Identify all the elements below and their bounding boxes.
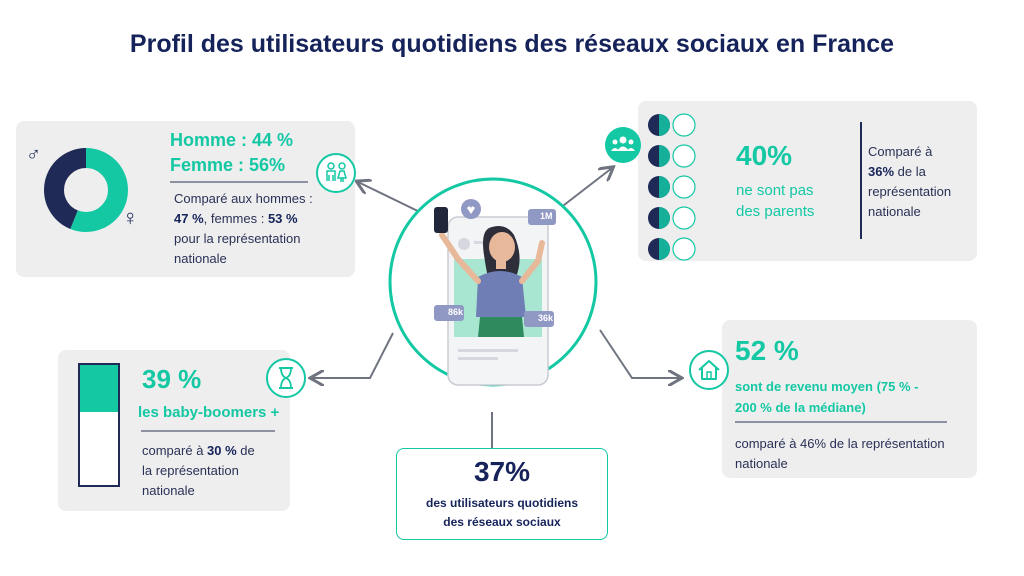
parent-dot-empty [672,144,696,168]
couple-icon [316,153,356,193]
parent-dot-accent [659,207,670,229]
boomers-bar [78,363,120,487]
boomers-divider [141,430,275,432]
parent-dot-accent [659,114,670,136]
gender-card [16,121,355,277]
boomers-percent: 39 % [142,364,202,394]
shares-badge-label: 36k [538,313,554,323]
income-comparison: comparé à 46% de la représentation natio… [735,436,945,471]
center-label: des utilisateurs quotidiens des réseaux … [425,496,579,529]
gender-women-stat: Femme : 56% [170,155,286,175]
gender-donut-chart [44,148,128,232]
center-percent: 37% [473,456,531,487]
parent-dot-accent [659,176,670,198]
boomers-label: les baby-boomers + [138,404,280,421]
parent-dot-empty [672,237,696,261]
parent-dot-accent [659,238,670,260]
income-divider [735,421,947,423]
income-label: sont de revenu moyen (75 % - 200 % de la… [735,379,919,415]
group-icon [605,127,641,163]
income-percent: 52 % [735,335,799,366]
parents-comparison: Comparé à 36% de la représentation natio… [868,144,952,219]
comments-badge-label: 86k [448,307,464,317]
center-stat-box [396,448,608,540]
house-icon [689,350,729,390]
gender-comparison: Comparé aux hommes : 47 %, femmes : 53 %… [174,191,313,266]
page-title: Profil des utilisateurs quotidiens des r… [129,30,895,58]
parents-percent: 40% [736,140,793,171]
parents-dot-grid [648,113,696,261]
male-icon: ♂ [26,144,41,166]
parents-divider [860,122,862,239]
parent-dot-empty [672,175,696,199]
boomers-bar-fill [80,365,118,412]
female-icon: ♀ [122,205,139,230]
center-illustration [388,177,598,387]
gender-divider [170,181,308,183]
parent-dot-empty [672,113,696,137]
boomers-comparison: comparé à 30 % de la représentation nati… [142,443,255,498]
donut-slice-men [44,148,128,232]
parent-dot-empty [672,206,696,230]
likes-badge-label: 1M [540,211,553,221]
income-card [722,320,977,478]
parents-label: ne sont pas des parents [736,182,815,220]
hourglass-icon [266,358,306,398]
gender-men-stat: Homme : 44 % [170,130,294,150]
parent-dot-accent [659,145,670,167]
